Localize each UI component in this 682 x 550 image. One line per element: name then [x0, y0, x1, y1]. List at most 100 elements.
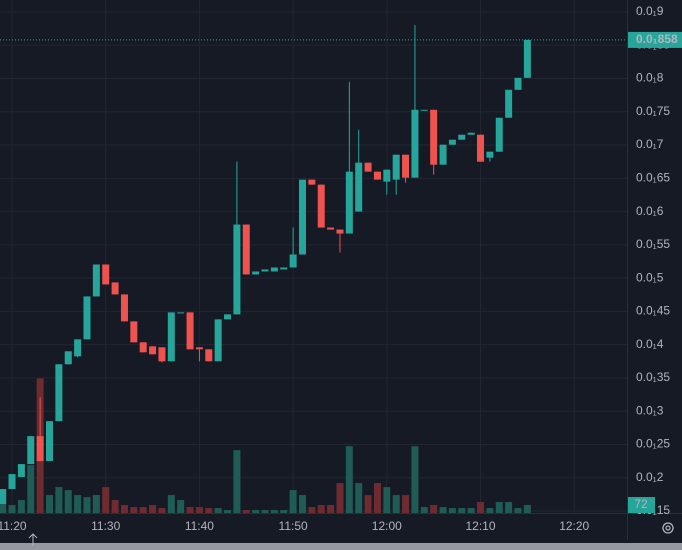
candle-body [149, 346, 157, 355]
settings-gear[interactable] [662, 522, 674, 534]
volume-bar [505, 502, 513, 513]
volume-bar [280, 510, 288, 513]
y-tick-label: 0.0₁45 [636, 304, 670, 318]
volume-bar [448, 508, 456, 513]
volume-bar [233, 450, 241, 513]
candle-body [430, 109, 438, 165]
candle-body [8, 474, 16, 490]
candle-body [111, 282, 119, 295]
scroll-arrow[interactable] [28, 533, 38, 546]
candle-body [327, 227, 335, 230]
y-tick-label: 0.0₁7 [636, 137, 664, 151]
axis-layer: 0.0₁150.0₁20.0₁250.0₁30.0₁350.0₁40.0₁450… [0, 4, 682, 533]
volume-bar [430, 505, 438, 513]
candle-body [336, 229, 344, 234]
scrollbar[interactable] [0, 543, 682, 550]
volume-bar [158, 508, 166, 513]
candle-body [186, 312, 194, 350]
x-tick-label: 12:10 [466, 519, 496, 533]
y-tick-label: 0.0₁65 [636, 170, 670, 184]
volume-bar [327, 505, 335, 513]
settings-icon[interactable] [662, 522, 674, 534]
volume-bar [177, 500, 185, 513]
volume-bar [92, 495, 100, 513]
candle-body [373, 171, 381, 180]
candle-body [139, 342, 147, 353]
last-price-label: 0.0₁858 [636, 32, 678, 46]
volume-bar [130, 507, 138, 513]
candle-body [167, 312, 175, 362]
volume-bar [102, 487, 110, 513]
volume-bar [167, 495, 175, 513]
volume-bar [486, 508, 494, 513]
volume-bar [495, 502, 503, 513]
candle-body [486, 151, 494, 158]
volume-bar [383, 487, 391, 513]
candle-body [345, 171, 353, 234]
candle-body [289, 254, 297, 268]
candle-body [477, 134, 485, 162]
volume-bar [186, 507, 194, 513]
candle-body [242, 224, 250, 275]
volume-bar [120, 505, 128, 513]
y-tick-label: 0.0₁25 [636, 437, 670, 451]
volume-bar [55, 487, 63, 513]
candle-body [158, 347, 166, 362]
candle-body [270, 267, 278, 272]
volume-bar [458, 508, 466, 513]
candle-body [233, 224, 241, 315]
volume-bar [149, 505, 157, 513]
candle-body [55, 364, 63, 422]
x-tick-label: 11:30 [91, 519, 120, 533]
volume-bar [355, 483, 363, 513]
volume-bar [139, 507, 147, 513]
y-tick-label: 0.0₁35 [636, 370, 670, 384]
candle-body [280, 267, 288, 270]
y-tick-label: 0.0₁8 [636, 71, 664, 85]
candle-body [195, 347, 203, 350]
candle-body [402, 154, 410, 178]
candle-body [205, 349, 213, 362]
candle-body [308, 179, 316, 185]
volume-bar [46, 495, 54, 513]
x-tick-label: 12:20 [559, 519, 589, 533]
candle-body [458, 134, 466, 140]
volume-bar [308, 507, 316, 513]
volume-bar [27, 465, 35, 513]
volume-bar [83, 497, 91, 513]
volume-bar [252, 510, 260, 513]
grid [0, 0, 627, 513]
candle-body [214, 319, 222, 362]
x-tick-label: 11:50 [279, 519, 308, 533]
volume-bar [111, 500, 119, 513]
candle-body [261, 269, 269, 272]
volume-bar [214, 508, 222, 513]
volume-bar [477, 502, 485, 513]
candle-body [411, 109, 419, 178]
volume-bar [205, 508, 213, 513]
volume-bar [270, 510, 278, 513]
candle-body [0, 489, 7, 505]
volume-bar [402, 495, 410, 513]
candle-body [177, 312, 185, 314]
volume-bar [420, 507, 428, 513]
y-tick-label: 0.0₁5 [636, 270, 664, 284]
candle-body [439, 144, 447, 165]
candle-body [505, 89, 513, 118]
candle-body [355, 162, 363, 212]
candle-body [383, 169, 391, 182]
candle-body [102, 264, 110, 285]
candle-body [495, 117, 503, 152]
last-price-box [628, 31, 682, 48]
candle-body [27, 436, 35, 465]
volume-bar [439, 507, 447, 513]
x-tick-label: 11:40 [185, 519, 214, 533]
volume-bar [392, 495, 400, 513]
candle-body [120, 294, 128, 322]
settings-gear-center[interactable] [665, 525, 671, 531]
candle-body [467, 132, 475, 135]
volume-bar [467, 508, 475, 513]
